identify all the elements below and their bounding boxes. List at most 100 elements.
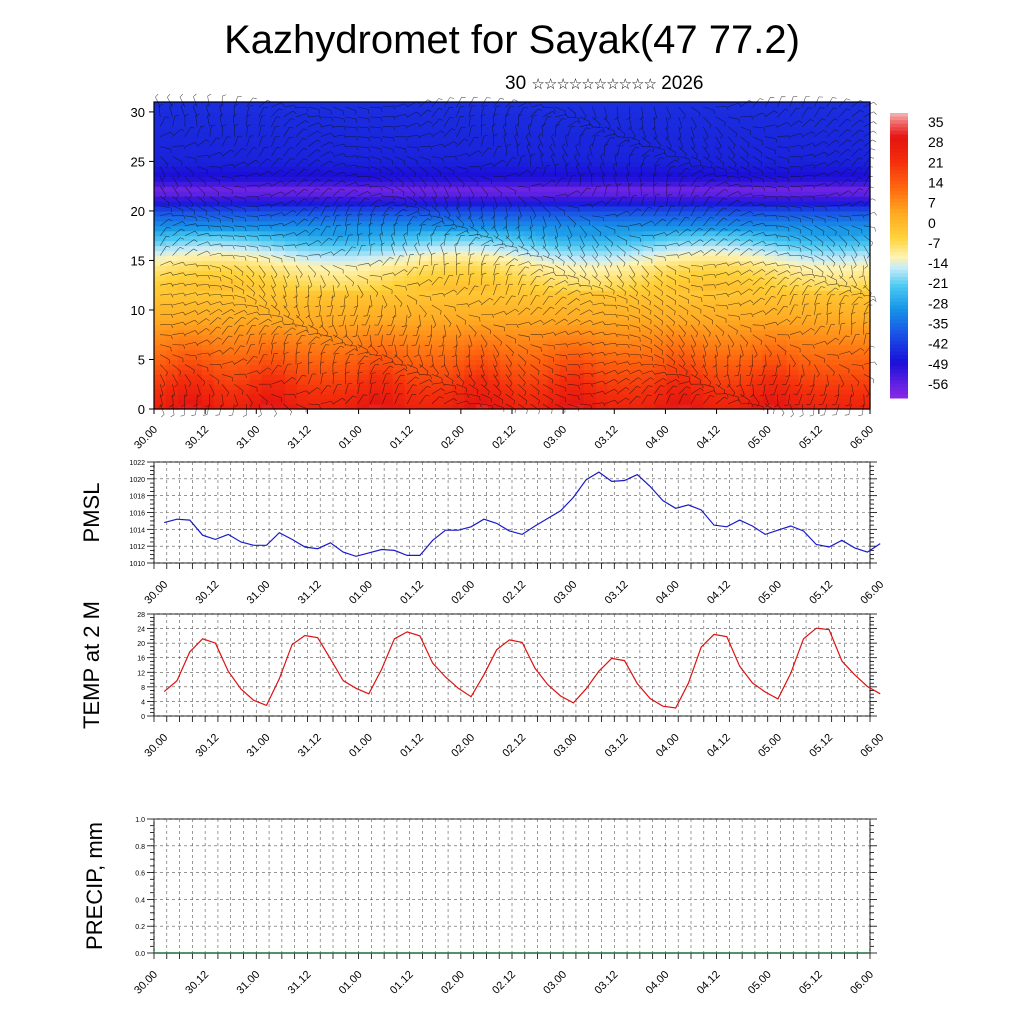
heatmap-cell bbox=[822, 344, 835, 351]
heatmap-cell bbox=[643, 210, 656, 217]
wind-barb bbox=[271, 169, 281, 177]
wind-barb-flag bbox=[244, 198, 246, 203]
heatmap-cell bbox=[619, 379, 632, 385]
heatmap-cell bbox=[333, 205, 346, 212]
wind-barb bbox=[209, 234, 221, 236]
heatmap-cell bbox=[201, 290, 215, 296]
wind-barb bbox=[271, 201, 282, 207]
heatmap-cell bbox=[643, 245, 656, 252]
heatmap-cell bbox=[237, 171, 251, 177]
heatmap-cell bbox=[512, 265, 525, 271]
heatmap-cell bbox=[702, 399, 716, 405]
heatmap-cell bbox=[356, 131, 370, 138]
heatmap-cell bbox=[643, 300, 656, 306]
heatmap-cell bbox=[500, 270, 513, 276]
wind-barb-flag bbox=[360, 294, 364, 299]
heatmap-cell bbox=[344, 255, 358, 262]
heatmap-cell bbox=[416, 225, 430, 232]
wind-barb-flag bbox=[170, 347, 172, 352]
heatmap-cell bbox=[356, 359, 370, 366]
heatmap-cell bbox=[237, 250, 251, 257]
heatmap-cell bbox=[416, 275, 430, 281]
heatmap-cell bbox=[380, 176, 394, 182]
heatmap-cell bbox=[595, 265, 609, 271]
wind-barb-flag bbox=[194, 330, 198, 334]
wind-barb bbox=[271, 126, 276, 137]
heatmap-cell bbox=[535, 250, 549, 257]
wind-barb bbox=[258, 318, 269, 326]
heatmap-cell bbox=[273, 136, 286, 143]
heatmap-cell bbox=[476, 131, 489, 138]
wind-barb-flag bbox=[281, 212, 285, 216]
heatmap-cell bbox=[535, 225, 549, 232]
heatmap-cell bbox=[714, 176, 728, 182]
heatmap-cell bbox=[619, 305, 632, 311]
heatmap-cell bbox=[631, 285, 644, 291]
heatmap-cell bbox=[177, 399, 191, 405]
heatmap-cell bbox=[189, 399, 203, 405]
heatmap-cell bbox=[237, 220, 251, 227]
wind-barb bbox=[356, 324, 358, 336]
heatmap-cell bbox=[464, 290, 477, 296]
heatmap-cell bbox=[583, 255, 597, 262]
heatmap-cell bbox=[846, 240, 859, 247]
wind-barb-flag bbox=[367, 191, 371, 195]
heatmap-cell bbox=[344, 102, 358, 108]
heatmap-cell bbox=[213, 201, 227, 207]
wind-barb-flag bbox=[222, 124, 227, 126]
heatmap-cell bbox=[655, 260, 668, 266]
wind-barb bbox=[369, 373, 373, 385]
heatmap-cell bbox=[488, 324, 501, 331]
heatmap-cell bbox=[714, 215, 728, 222]
wind-barb bbox=[234, 275, 244, 282]
wind-barb bbox=[246, 255, 258, 259]
heatmap-cell bbox=[571, 220, 585, 227]
wind-barb bbox=[369, 244, 372, 256]
heatmap-cell bbox=[261, 399, 274, 405]
heatmap-cell bbox=[309, 166, 322, 172]
heatmap-cell bbox=[822, 191, 835, 197]
heatmap-cell bbox=[154, 146, 167, 153]
heatmap-cell bbox=[309, 374, 322, 380]
heatmap-cell bbox=[834, 215, 847, 222]
heatmap-cell bbox=[476, 196, 489, 202]
heatmap-cell bbox=[368, 136, 382, 143]
heatmap-cell bbox=[165, 240, 179, 247]
heatmap-cell bbox=[547, 290, 561, 296]
heatmap-cell bbox=[667, 255, 680, 262]
heatmap-cell bbox=[368, 354, 382, 361]
heatmap-cell bbox=[559, 265, 573, 271]
heatmap-cell bbox=[213, 394, 227, 400]
wind-barb bbox=[197, 195, 206, 204]
heatmap-cell bbox=[177, 141, 191, 148]
heatmap-cell bbox=[237, 240, 251, 247]
wind-barb bbox=[184, 342, 196, 345]
heatmap-cell bbox=[380, 389, 394, 395]
heatmap-cell bbox=[762, 314, 776, 321]
heatmap-cell bbox=[380, 191, 394, 197]
heatmap-cell bbox=[273, 339, 286, 346]
heatmap-cell bbox=[655, 191, 668, 197]
wind-barb bbox=[357, 116, 369, 119]
heatmap-cell bbox=[165, 324, 179, 331]
heatmap-cell bbox=[631, 191, 644, 197]
heatmap-cell bbox=[273, 210, 286, 217]
wind-barb bbox=[271, 102, 282, 108]
heatmap-cell bbox=[655, 255, 668, 262]
heatmap-cell bbox=[297, 186, 310, 192]
heatmap-cell bbox=[189, 349, 203, 356]
heatmap-cell bbox=[810, 116, 823, 123]
wind-barb bbox=[172, 166, 180, 176]
heatmap-cell bbox=[285, 319, 298, 326]
wind-barb-flag bbox=[380, 107, 383, 112]
heatmap-cell bbox=[428, 369, 441, 375]
heatmap-cell bbox=[392, 334, 406, 341]
heatmap-cell bbox=[344, 116, 358, 123]
heatmap-cell bbox=[607, 141, 620, 148]
heatmap-cell bbox=[380, 369, 394, 375]
wind-barb-flag bbox=[244, 256, 247, 261]
heatmap-cell bbox=[691, 319, 704, 326]
heatmap-cell bbox=[416, 295, 430, 301]
heatmap-cell bbox=[297, 404, 310, 410]
heatmap-cell bbox=[726, 106, 740, 113]
